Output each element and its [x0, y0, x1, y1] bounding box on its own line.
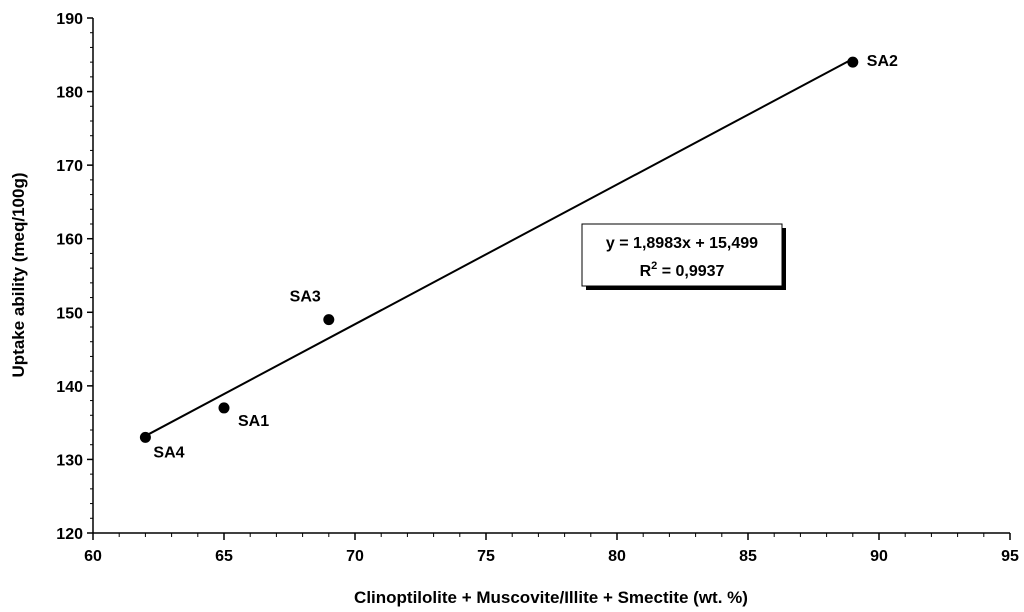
y-tick-label: 190 — [56, 11, 83, 28]
x-tick-label: 90 — [870, 548, 888, 565]
trendline — [144, 57, 854, 437]
x-axis-ticks: 60 65 70 75 80 85 90 95 — [84, 533, 1019, 565]
equation-box-frame — [581, 223, 783, 287]
x-axis-title: Clinoptilolite + Muscovite/Illite + Smec… — [354, 588, 748, 607]
data-point — [847, 56, 859, 68]
point-label: SA1 — [238, 413, 269, 430]
x-tick-label: 75 — [477, 548, 495, 565]
equation-box: y = 1,8983x + 15,499 R2 = 0,9937 — [581, 223, 786, 290]
trendline-equation: y = 1,8983x + 15,499 — [606, 235, 758, 252]
y-tick-label: 140 — [56, 379, 83, 396]
point-label: SA3 — [290, 289, 321, 306]
x-tick-label: 95 — [1001, 548, 1019, 565]
data-point — [323, 314, 335, 326]
y-tick-label: 130 — [56, 452, 83, 469]
data-point — [218, 402, 230, 414]
x-tick-label: 60 — [84, 548, 102, 565]
y-tick-label: 180 — [56, 85, 83, 102]
y-tick-label: 120 — [56, 526, 83, 543]
plot-frame — [92, 18, 1010, 534]
data-points-layer: SA1 SA2 SA3 SA4 — [139, 53, 898, 461]
y-axis-title: Uptake ability (meq/100g) — [9, 172, 28, 377]
point-label: SA4 — [153, 444, 184, 461]
x-tick-label: 70 — [346, 548, 364, 565]
y-tick-label: 160 — [56, 232, 83, 249]
x-tick-label: 80 — [608, 548, 626, 565]
r-squared-prefix: R — [640, 263, 652, 280]
r-squared-label: R2 = 0,9937 — [640, 260, 725, 280]
x-tick-label: 85 — [739, 548, 757, 565]
r-squared-superscript: 2 — [651, 260, 657, 272]
trendline-layer — [144, 57, 854, 437]
r-squared-value: = 0,9937 — [657, 263, 724, 280]
y-axis-ticks: 120 130 140 150 160 170 180 190 — [56, 11, 93, 543]
x-tick-label: 65 — [215, 548, 233, 565]
data-point — [139, 431, 151, 443]
y-tick-label: 170 — [56, 158, 83, 175]
y-tick-label: 150 — [56, 305, 83, 322]
point-label: SA2 — [867, 53, 898, 70]
